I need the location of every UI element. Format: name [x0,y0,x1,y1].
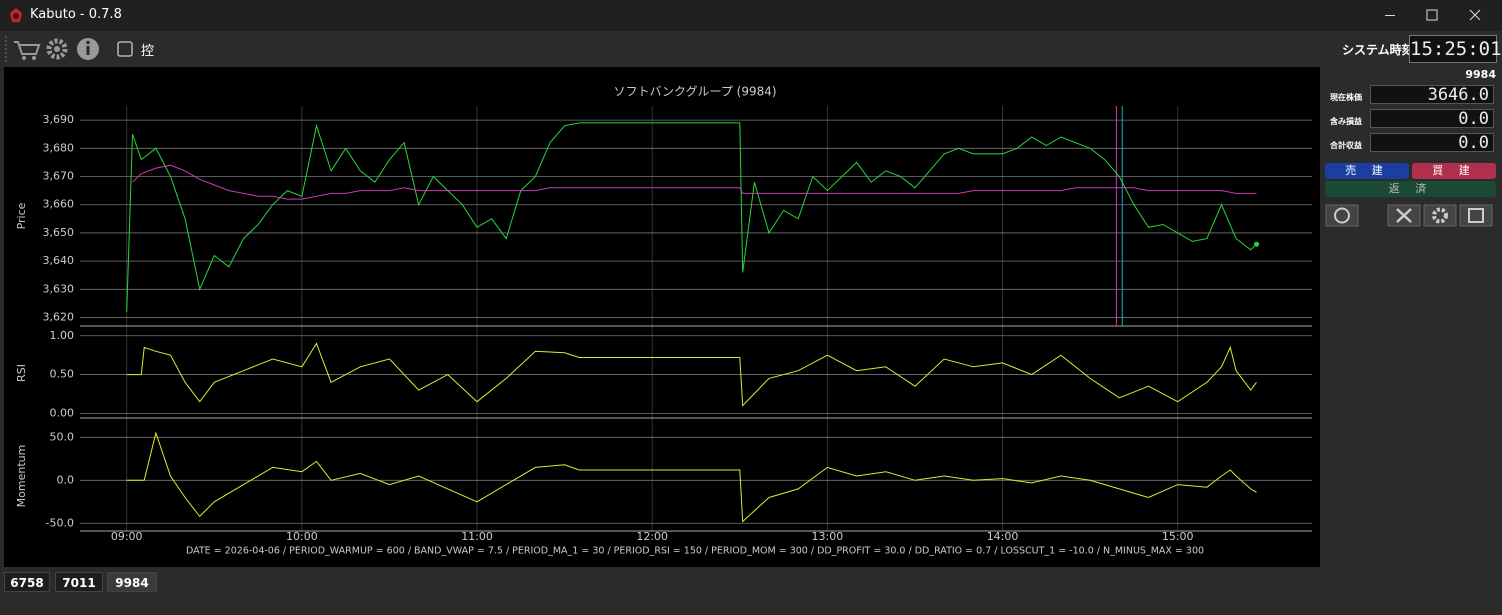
toolbar: 控 [0,31,1502,66]
checkbox-label[interactable]: 控 [141,44,155,59]
y-tick-label: 0.50 [50,368,75,381]
toolbar-icons[interactable] [4,34,144,64]
y-tick-label: 3,670 [43,170,75,183]
series-line [126,431,1257,523]
end-point [1254,241,1260,247]
tab[interactable]: 6758 [4,572,50,592]
y-tick-label: 3,650 [43,226,75,239]
x-tick-label: 09:00 [111,530,143,543]
y-tick-label: 3,680 [43,141,75,154]
y-tick-label: -50.0 [46,516,74,529]
stock-code: 9984 [1465,68,1496,81]
window-title: Kabuto - 0.7.8 [30,7,122,22]
y-axis-label: Momentum [15,445,28,508]
repay-button[interactable]: 返 済 [1325,181,1496,197]
y-tick-label: 50.0 [50,430,75,443]
x-tick-label: 11:00 [461,530,493,543]
buy-button[interactable]: 買 建 [1412,163,1496,179]
field-value: 0.0 [1370,133,1494,153]
x-tick-label: 12:00 [636,530,668,543]
y-tick-label: 3,640 [43,254,75,267]
clock-label: システム時刻 [1342,43,1414,57]
tab[interactable]: 9984 [107,572,157,592]
y-tick-label: 3,690 [43,113,75,126]
y-axis-label: RSI [15,364,28,382]
y-axis-label: Price [15,202,28,229]
chart-annotation: DATE = 2026-04-06 / PERIOD_WARMUP = 600 … [186,546,1204,557]
y-tick-label: 3,620 [43,311,75,324]
window-controls[interactable] [1370,0,1502,31]
clock: 15:25:01 [1409,35,1502,63]
app-icon [10,8,22,22]
y-tick-label: 3,660 [43,198,75,211]
side-panel: 9984 現在株価 3646.0 含み損益 0.0 合計収益 0.0 売 建 買… [1322,66,1500,568]
x-tick-label: 15:00 [1162,530,1194,543]
chart: ソフトバンクグループ (9984) DATE = 2026-04-06 / PE… [4,67,1320,567]
x-tick-label: 10:00 [286,530,318,543]
field-value: 0.0 [1370,109,1494,129]
x-tick-label: 14:00 [987,530,1019,543]
chart-title: ソフトバンクグループ (9984) [613,85,776,99]
field-label: 含み損益 [1330,117,1362,126]
y-tick-label: 0.0 [57,473,75,486]
y-tick-label: 3,630 [43,282,75,295]
field-label: 合計収益 [1330,141,1362,150]
field-label: 現在株価 [1330,93,1362,102]
tab[interactable]: 7011 [55,572,103,592]
field-value: 3646.0 [1370,85,1494,105]
sell-button[interactable]: 売 建 [1325,163,1409,179]
series-line [132,164,1257,200]
y-tick-label: 1.00 [50,329,75,342]
y-tick-label: 0.00 [50,406,75,419]
series-line [126,342,1257,407]
x-tick-label: 13:00 [812,530,844,543]
tool-buttons[interactable] [1325,204,1497,228]
title-bar: Kabuto - 0.7.8 [0,0,1502,31]
